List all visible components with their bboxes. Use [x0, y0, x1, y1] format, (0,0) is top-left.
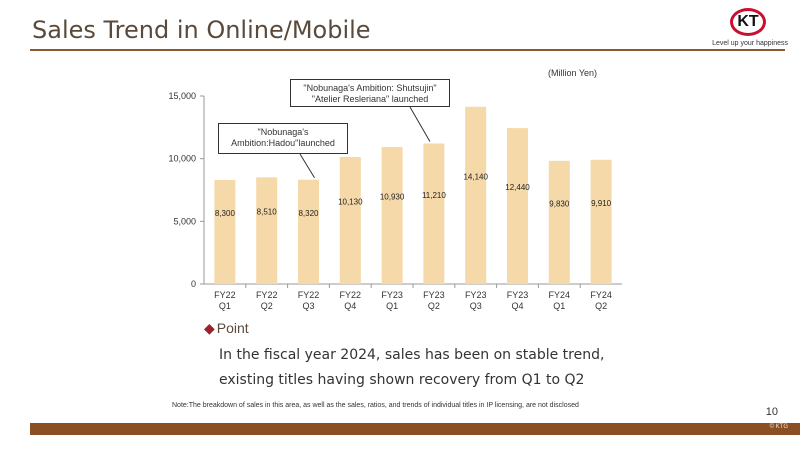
annotation-hadou-line1: "Nobunaga's — [257, 127, 309, 137]
annotation-leader-line — [299, 153, 315, 178]
bar — [256, 177, 278, 284]
x-tick-label: Q2 — [261, 301, 273, 311]
x-tick-label: Q3 — [302, 301, 314, 311]
chart-unit-label: (Million Yen) — [548, 68, 598, 78]
point-text-line: existing titles having shown recovery fr… — [219, 372, 585, 388]
x-tick-label: FY23 — [507, 290, 529, 300]
annotation-leader-line — [409, 106, 431, 142]
x-tick-label: Q3 — [470, 301, 482, 311]
data-label: 9,830 — [549, 199, 570, 208]
bar — [423, 143, 445, 284]
y-tick-label: 15,000 — [168, 91, 196, 101]
data-label: 8,320 — [298, 209, 319, 218]
x-tick-label: Q1 — [219, 301, 231, 311]
company-logo: KT — [726, 8, 778, 42]
annotation-hadou: "Nobunaga's Ambition:Hadou"launched — [218, 123, 348, 154]
footer-bar — [30, 423, 800, 435]
x-tick-label: FY22 — [340, 290, 362, 300]
data-label: 8,510 — [257, 208, 278, 217]
x-tick-label: Q1 — [553, 301, 565, 311]
data-label: 9,910 — [591, 199, 612, 208]
footnote: Note:The breakdown of sales in this area… — [172, 402, 579, 409]
x-tick-label: Q4 — [511, 301, 523, 311]
x-tick-label: FY22 — [298, 290, 320, 300]
x-tick-label: FY22 — [256, 290, 278, 300]
annotation-shutsujin-line1: "Nobunaga's Ambition: Shutsujin" — [303, 83, 437, 93]
data-label: 14,140 — [463, 172, 488, 181]
data-label: 8,300 — [215, 209, 236, 218]
x-tick-label: Q4 — [344, 301, 356, 311]
annotation-shutsujin-line2: "Atelier Resleriana" launched — [311, 94, 429, 104]
point-text-line: In the fiscal year 2024, sales has been … — [219, 347, 605, 363]
bar — [214, 179, 236, 284]
annotation-hadou-line2: Ambition:Hadou"launched — [231, 138, 335, 148]
x-tick-label: Q1 — [386, 301, 398, 311]
copyright: © KTG — [769, 424, 788, 430]
logo-mark: KT — [730, 8, 766, 36]
data-label: 10,130 — [338, 198, 363, 207]
bar — [298, 179, 319, 284]
page-number: 10 — [765, 406, 778, 418]
data-label: 10,930 — [380, 193, 405, 202]
bar — [465, 106, 487, 285]
bar — [590, 159, 612, 284]
point-heading: ◆ Point — [204, 320, 249, 337]
bar — [339, 157, 361, 284]
x-tick-label: FY23 — [423, 290, 445, 300]
bar — [548, 160, 570, 284]
y-tick-label: 10,000 — [168, 154, 196, 164]
data-label: 11,210 — [422, 191, 446, 200]
x-tick-label: Q2 — [428, 301, 440, 311]
bar — [381, 147, 403, 284]
x-tick-label: FY24 — [590, 290, 612, 300]
x-tick-label: FY24 — [549, 290, 571, 300]
diamond-bullet-icon: ◆ — [204, 320, 215, 336]
x-tick-label: FY22 — [214, 290, 236, 300]
point-heading-label: Point — [216, 320, 249, 336]
x-tick-label: FY23 — [381, 290, 403, 300]
x-tick-label: Q2 — [595, 301, 607, 311]
page-title: Sales Trend in Online/Mobile — [32, 16, 371, 44]
y-tick-label: 0 — [191, 279, 196, 289]
data-label: 12,440 — [505, 183, 530, 192]
bar — [507, 128, 528, 284]
annotation-shutsujin: "Nobunaga's Ambition: Shutsujin" "Atelie… — [290, 79, 450, 107]
y-tick-label: 5,000 — [173, 216, 196, 226]
logo-tagline: Level up your happiness — [712, 40, 788, 47]
title-divider — [30, 49, 785, 51]
x-tick-label: FY23 — [465, 290, 487, 300]
